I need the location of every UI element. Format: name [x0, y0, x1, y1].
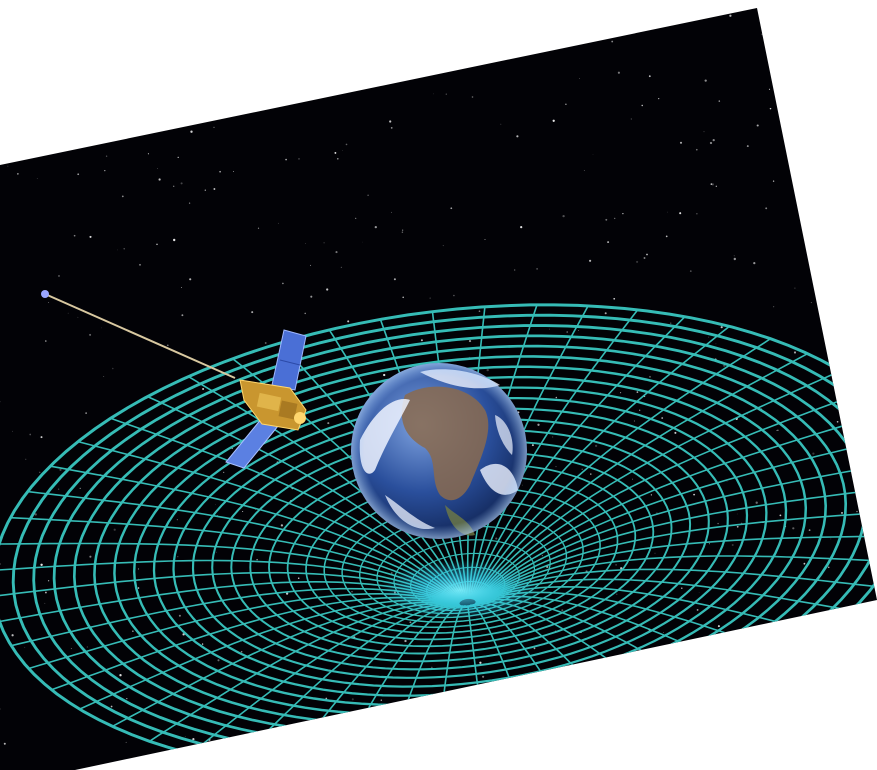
gravity-well [380, 560, 540, 620]
satellite [41, 290, 307, 469]
earth [351, 363, 527, 539]
